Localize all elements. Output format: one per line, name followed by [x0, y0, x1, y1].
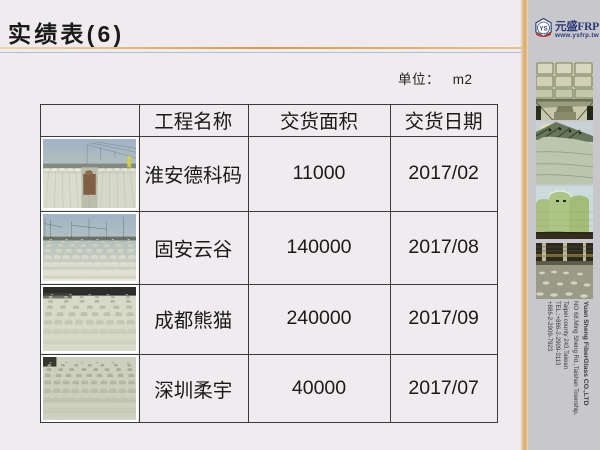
svg-text:YS: YS: [539, 25, 547, 32]
